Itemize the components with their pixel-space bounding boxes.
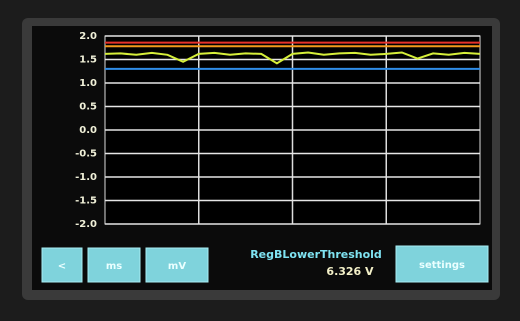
y-tick-label: 0.0: [79, 125, 97, 136]
parameter-name: RegBLowerThreshold: [250, 248, 382, 261]
y-tick-label: 0.5: [79, 102, 97, 113]
button-label: mV: [168, 261, 186, 272]
y-tick-label: -1.5: [75, 196, 97, 207]
button-label: <: [58, 261, 66, 272]
y-tick-label: 1.5: [79, 55, 97, 66]
y-tick-label: 1.0: [79, 78, 97, 89]
y-tick-label: 2.0: [79, 31, 97, 42]
page: {"chart_data": {"type": "line", "series"…: [0, 0, 520, 317]
y-tick-label: -2.0: [75, 219, 97, 230]
y-tick-label: -1.0: [75, 172, 97, 183]
button-label: settings: [419, 260, 465, 271]
button-label: ms: [106, 261, 122, 272]
screen: 2.01.51.00.50.0-0.5-1.0-1.5-2.0 < ms mV …: [0, 0, 520, 317]
parameter-value: 6.326 V: [326, 265, 374, 278]
y-tick-label: -0.5: [75, 149, 97, 160]
